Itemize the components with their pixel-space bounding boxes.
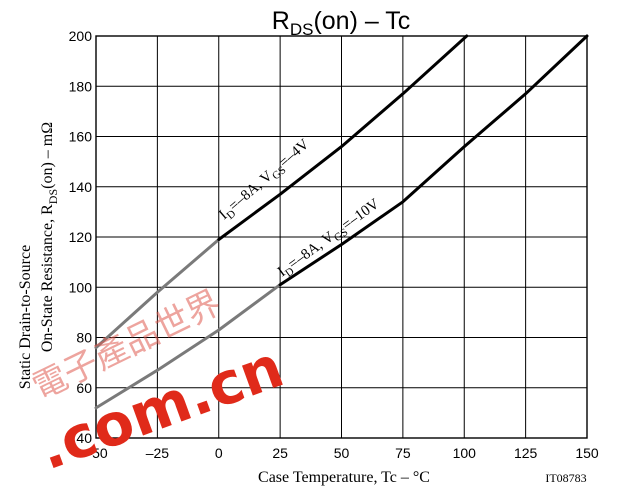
y-tick-label: 180 xyxy=(69,78,93,94)
x-tick-label: 150 xyxy=(575,445,599,461)
y-tick-label: 100 xyxy=(69,279,93,295)
x-tick-label: 25 xyxy=(272,445,288,461)
x-tick-label: 0 xyxy=(215,445,223,461)
y-tick-label: 120 xyxy=(69,229,93,245)
y-tick-label: 60 xyxy=(76,380,92,396)
series-label-vgs-10v: ID=–8A, VGS=–10V xyxy=(275,196,384,283)
y-tick-label: 160 xyxy=(69,129,93,145)
chart-title: RDS(on) – Tc xyxy=(272,7,411,39)
series-line-0 xyxy=(217,34,469,241)
x-axis-label: Case Temperature, Tc – °C xyxy=(258,469,430,486)
figure-code: IT08783 xyxy=(545,471,586,485)
y-tick-labels: 40 60 80 100 120 140 160 180 200 xyxy=(69,28,93,446)
series-line-1-grey xyxy=(94,283,282,410)
plot-frame xyxy=(95,35,588,439)
y-tick-label: 200 xyxy=(69,28,93,44)
x-tick-label: 75 xyxy=(395,445,411,461)
x-tick-label: 50 xyxy=(334,445,350,461)
y-tick-label: 40 xyxy=(76,430,92,446)
grid-lines xyxy=(96,36,587,438)
x-tick-label: –25 xyxy=(146,445,170,461)
series-line-0-grey xyxy=(94,238,221,350)
x-tick-label: 125 xyxy=(514,445,538,461)
y-tick-label: 80 xyxy=(76,330,92,346)
x-tick-labels: –50 –25 0 25 50 75 100 125 150 xyxy=(84,445,599,461)
y-axis-label-line2: On-State Resistance, RDS(on) – mΩ xyxy=(39,122,60,352)
curves xyxy=(94,34,589,410)
series-line-1 xyxy=(278,34,589,287)
y-axis-label-line1: Static Drain-to-Source xyxy=(17,245,34,389)
x-tick-label: –50 xyxy=(84,445,108,461)
x-tick-label: 100 xyxy=(453,445,477,461)
y-tick-label: 140 xyxy=(69,179,93,195)
